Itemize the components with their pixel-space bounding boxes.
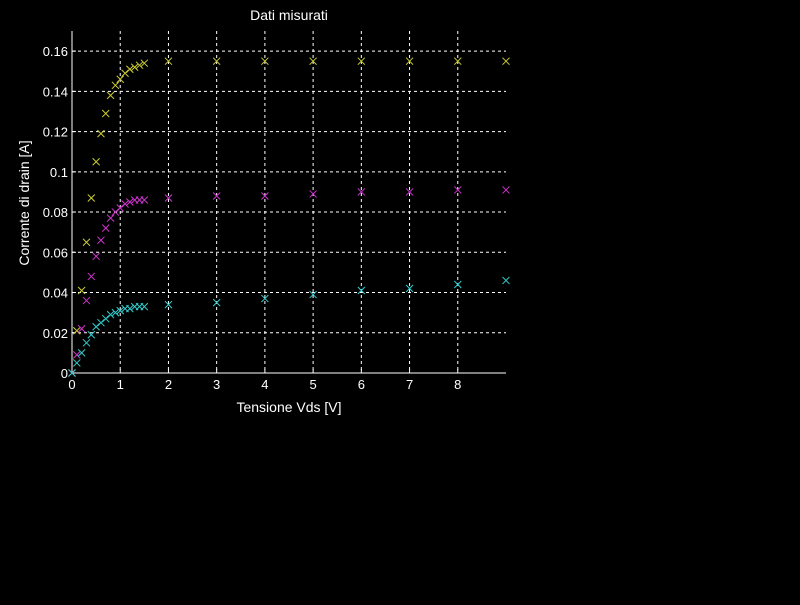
y-tick-label: 0.04 [43, 286, 68, 301]
data-points [68, 57, 510, 377]
data-point [72, 351, 81, 359]
x-tick-label: 0 [68, 377, 75, 392]
data-point [106, 310, 115, 319]
data-point [121, 200, 129, 208]
x-tick-label: 3 [213, 377, 220, 392]
y-tick-label: 0.02 [43, 326, 68, 341]
data-point [101, 314, 110, 323]
x-tick-label: 1 [117, 377, 124, 392]
data-point [261, 294, 269, 303]
data-point [212, 298, 221, 307]
data-point [357, 57, 366, 66]
data-point [72, 326, 81, 335]
data-point [405, 284, 414, 293]
x-tick-label: 4 [261, 377, 268, 392]
data-point [453, 57, 462, 66]
y-tick-label: 0.14 [43, 84, 68, 99]
x-tick-label: 5 [309, 377, 316, 392]
data-point [116, 306, 125, 315]
data-point [130, 63, 139, 72]
data-point [82, 338, 91, 347]
data-point [72, 359, 81, 367]
data-point [164, 194, 173, 202]
data-point [97, 318, 105, 327]
series-3 [68, 276, 510, 377]
data-point [502, 57, 510, 66]
data-point [357, 286, 366, 295]
chart-title: Dati misurati [250, 7, 328, 23]
data-point [77, 349, 86, 357]
x-tick-label: 2 [165, 377, 172, 392]
data-point [453, 280, 462, 289]
data-point [502, 276, 510, 285]
x-tick-label: 7 [406, 377, 413, 392]
x-axis-label: Tensione Vds [V] [236, 399, 341, 415]
data-point [106, 91, 115, 100]
data-point [261, 192, 269, 200]
data-point [140, 59, 149, 68]
data-point [261, 57, 269, 66]
x-tick-label: 8 [454, 377, 461, 392]
data-point [309, 290, 317, 299]
series-1 [68, 57, 510, 377]
data-point [111, 308, 120, 317]
ticks: 0 1 2 3 4 5 6 7 8 0 0.02 0.04 0.06 0.08 0.1 0.12 0.14 0.1… [43, 44, 462, 392]
y-tick-label: 0.12 [43, 125, 68, 140]
data-point [87, 272, 96, 281]
data-point [453, 186, 462, 194]
data-point [116, 75, 125, 84]
data-point [92, 157, 100, 166]
data-point [405, 188, 414, 196]
data-point [164, 300, 173, 309]
y-axis-label: Corrente di drain [A] [16, 140, 32, 265]
data-point [87, 330, 96, 339]
data-point [405, 57, 414, 66]
y-tick-label: 0.1 [50, 165, 68, 180]
data-point [309, 190, 317, 198]
data-point [82, 238, 91, 247]
data-point [116, 204, 125, 212]
data-point [309, 57, 317, 66]
data-point [82, 296, 91, 305]
y-tick-label: 0.08 [43, 205, 68, 220]
grid [72, 31, 506, 373]
data-point [111, 81, 120, 90]
data-point [77, 324, 86, 333]
data-point [92, 252, 100, 261]
data-point [101, 224, 110, 233]
y-tick-label: 0.06 [43, 245, 68, 260]
data-point [87, 194, 96, 202]
x-tick-label: 6 [358, 377, 365, 392]
data-point [111, 208, 120, 216]
data-point [140, 302, 149, 311]
data-point [106, 214, 115, 222]
data-point [502, 186, 510, 194]
data-point [97, 129, 105, 138]
data-point [77, 286, 86, 295]
axes [71, 31, 506, 374]
data-point [97, 236, 105, 245]
data-point [126, 65, 134, 74]
data-point [68, 369, 76, 377]
data-point [164, 57, 173, 66]
data-point [126, 304, 134, 313]
data-point [126, 198, 134, 206]
data-point [135, 61, 144, 70]
data-point [140, 196, 149, 204]
data-point [92, 322, 100, 331]
data-point [212, 192, 221, 200]
data-point [212, 57, 221, 66]
data-point [101, 109, 110, 118]
series-2 [68, 186, 510, 377]
y-tick-label: 0.16 [43, 44, 68, 59]
data-point [357, 188, 366, 196]
y-tick-label: 0 [61, 366, 68, 381]
data-point [121, 69, 129, 78]
